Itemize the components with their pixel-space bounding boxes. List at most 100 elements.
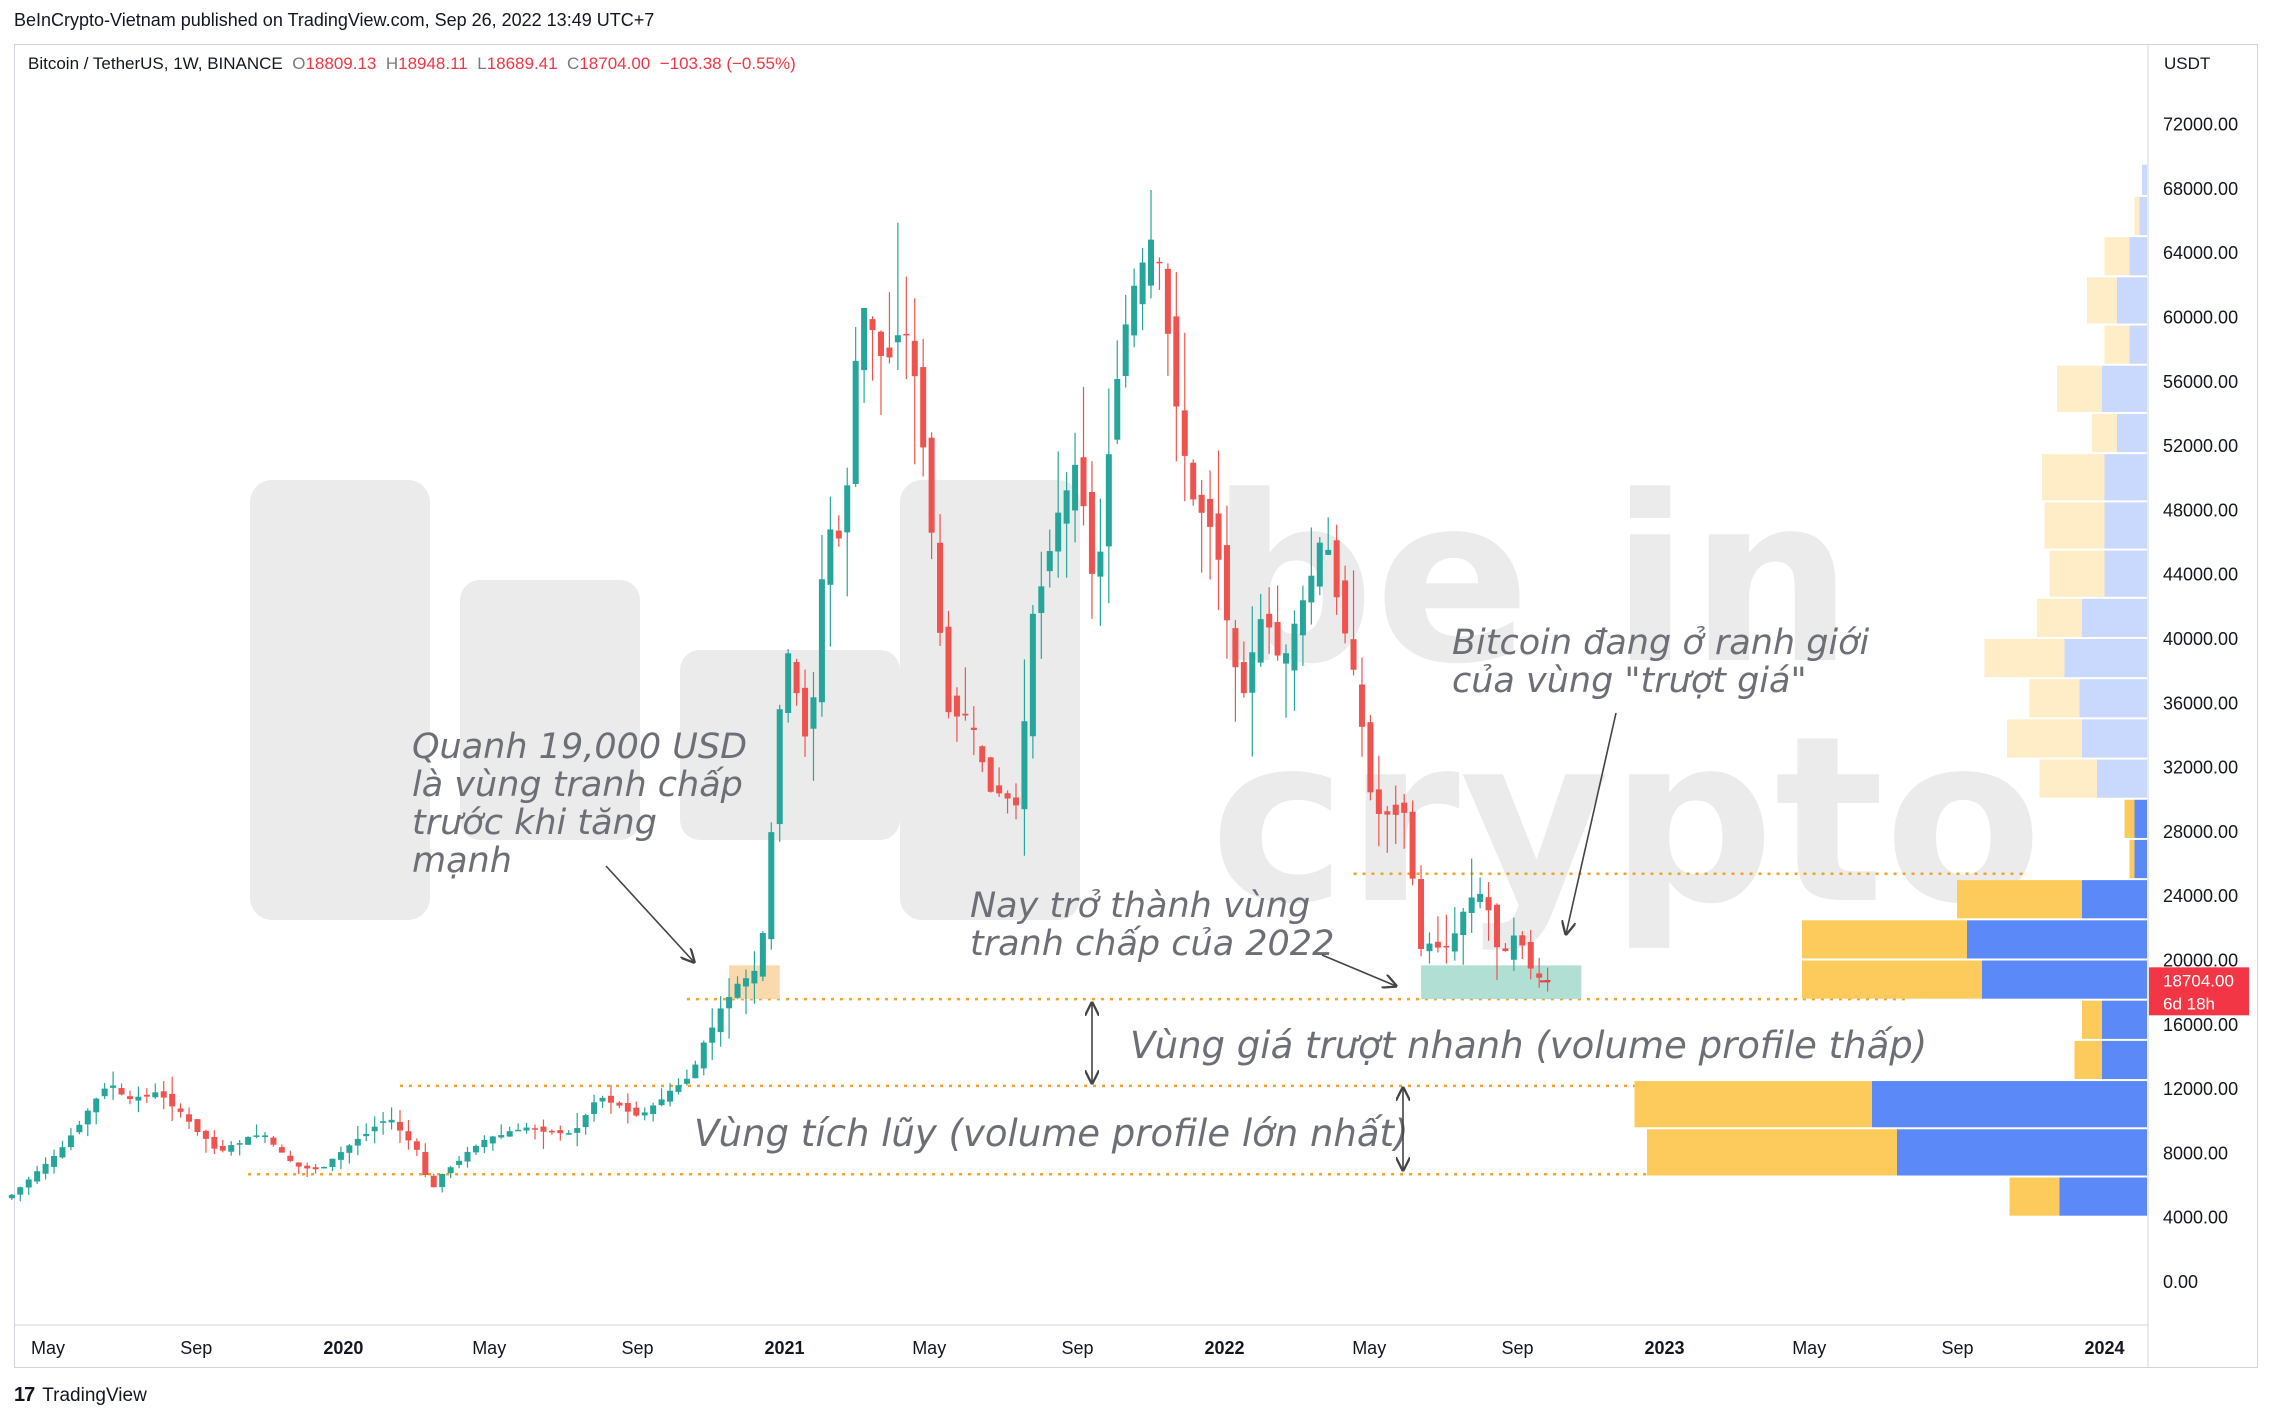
- x-tick-6: May: [912, 1338, 946, 1358]
- time-axis[interactable]: May Sep 2020 May Sep 2021 May Sep 2022 May Sep 2023…: [31, 1338, 2125, 1358]
- candle-body-58: [498, 1135, 505, 1138]
- candle-body-160: [1358, 684, 1365, 727]
- candle-body-51: [439, 1174, 446, 1188]
- candle-body-99: [844, 485, 851, 533]
- vp-up-bar-18: [2117, 413, 2147, 453]
- candle-body-156: [1325, 549, 1332, 555]
- candle-body-93: [793, 662, 800, 694]
- candle-body-177: [1502, 948, 1509, 952]
- footer-brand[interactable]: 17 TradingView: [14, 1384, 147, 1407]
- candle-body-18: [160, 1091, 167, 1098]
- candle-body-70: [599, 1097, 606, 1102]
- candle-body-34: [295, 1162, 302, 1167]
- a3-line-0: Bitcoin đang ở ranh giới: [1452, 623, 1870, 663]
- vp-up-bar-6: [1967, 920, 2147, 959]
- a1-line-3: mạnh: [412, 841, 512, 881]
- candle-body-176: [1493, 904, 1500, 948]
- candle-body-115: [979, 746, 986, 763]
- candle-body-141: [1198, 494, 1205, 513]
- candle-body-155: [1316, 542, 1323, 587]
- candle-body-129: [1097, 551, 1104, 577]
- candle-body-63: [540, 1126, 547, 1132]
- candle-body-153: [1299, 600, 1306, 636]
- candle-body-71: [607, 1095, 614, 1103]
- arrow-to-2020-zone: [605, 865, 694, 962]
- symbol-legend: Bitcoin / TetherUS, 1W, BINANCE O18809.1…: [28, 54, 796, 74]
- volume-profile: [1634, 164, 2147, 1216]
- candle-body-0: [8, 1194, 15, 1199]
- vp-down-bar-11: [2007, 719, 2082, 758]
- vp-down-bar-2: [1634, 1081, 1872, 1128]
- vp-up-bar-1: [1897, 1129, 2147, 1176]
- candle-body-95: [810, 697, 817, 729]
- candle-body-76: [650, 1105, 657, 1114]
- x-tick-8: 2022: [1205, 1338, 1245, 1358]
- candle-body-167: [1418, 879, 1425, 950]
- candle-body-79: [675, 1085, 682, 1092]
- vp-up-bar-12: [2079, 679, 2147, 718]
- vp-up-bar-9: [2134, 799, 2147, 838]
- price-tag-box: [2149, 967, 2249, 1016]
- candle-body-52: [447, 1167, 454, 1174]
- vp-down-bar-18: [2092, 413, 2117, 453]
- x-tick-13: Sep: [1941, 1338, 1973, 1358]
- candle-body-101: [861, 307, 868, 371]
- a1-line-0: Quanh 19,000 USD: [412, 727, 747, 767]
- y-tick-7: 44000.00: [2163, 565, 2238, 585]
- candle-body-3: [34, 1171, 41, 1182]
- vp-down-bar-9: [2124, 799, 2135, 838]
- candle-body-9: [84, 1110, 91, 1125]
- candle-body-2: [25, 1179, 32, 1188]
- x-tick-7: Sep: [1061, 1338, 1093, 1358]
- candle-body-69: [591, 1102, 598, 1115]
- x-tick-2: 2020: [323, 1338, 363, 1358]
- y-tick-18: 0.00: [2163, 1272, 2198, 1292]
- candle-body-8: [76, 1124, 83, 1133]
- vp-up-bar-0: [2059, 1177, 2147, 1216]
- candle-body-36: [312, 1167, 319, 1170]
- candle-body-66: [565, 1133, 572, 1135]
- candle-body-146: [1240, 662, 1247, 694]
- candle-body-131: [1114, 378, 1121, 440]
- candle-body-59: [506, 1131, 513, 1137]
- candle-body-104: [886, 347, 893, 358]
- candle-body-143: [1215, 513, 1222, 560]
- candle-body-116: [987, 757, 994, 792]
- x-tick-0: May: [31, 1338, 65, 1358]
- a1-line-1: là vùng tranh chấp: [412, 765, 743, 805]
- vp-up-bar-13: [2064, 639, 2147, 678]
- a5-text: Vùng tích lũy (volume profile lớn nhất): [694, 1112, 1409, 1155]
- vp-up-bar-19: [2102, 365, 2147, 412]
- candle-body-72: [616, 1102, 623, 1106]
- chart-frame[interactable]: [14, 44, 2258, 1368]
- candle-body-173: [1468, 897, 1475, 913]
- y-tick-14: 16000.00: [2163, 1015, 2238, 1035]
- candle-body-140: [1190, 462, 1197, 500]
- currency-label[interactable]: USDT: [2164, 54, 2211, 73]
- a3-line-1: của vùng "trượt giá": [1452, 661, 1807, 701]
- vp-up-bar-11: [2082, 719, 2147, 758]
- candle-body-127: [1080, 457, 1087, 507]
- candle-body-148: [1257, 619, 1264, 663]
- watermark-bracket-notch: [250, 540, 340, 840]
- candle-body-57: [489, 1136, 496, 1144]
- vp-down-bar-21: [2087, 277, 2117, 324]
- vp-down-bar-7: [1957, 880, 2082, 919]
- candle-body-68: [582, 1115, 589, 1128]
- vp-up-bar-16: [2104, 502, 2147, 549]
- support-levels: [248, 872, 2029, 1176]
- candle-body-33: [287, 1155, 294, 1161]
- y-tick-8: 40000.00: [2163, 629, 2238, 649]
- vp-up-bar-5: [1982, 960, 2147, 999]
- price-axis[interactable]: 72000.00 68000.00 64000.00 60000.00 56000.00…: [2163, 115, 2238, 1292]
- y-tick-0: 72000.00: [2163, 115, 2238, 135]
- candle-body-135: [1148, 239, 1155, 286]
- symbol-title[interactable]: Bitcoin / TetherUS, 1W, BINANCE: [28, 54, 283, 73]
- candle-body-47: [405, 1131, 412, 1141]
- candle-body-123: [1046, 551, 1053, 572]
- vp-down-bar-5: [1802, 960, 1982, 999]
- candle-body-174: [1477, 893, 1484, 903]
